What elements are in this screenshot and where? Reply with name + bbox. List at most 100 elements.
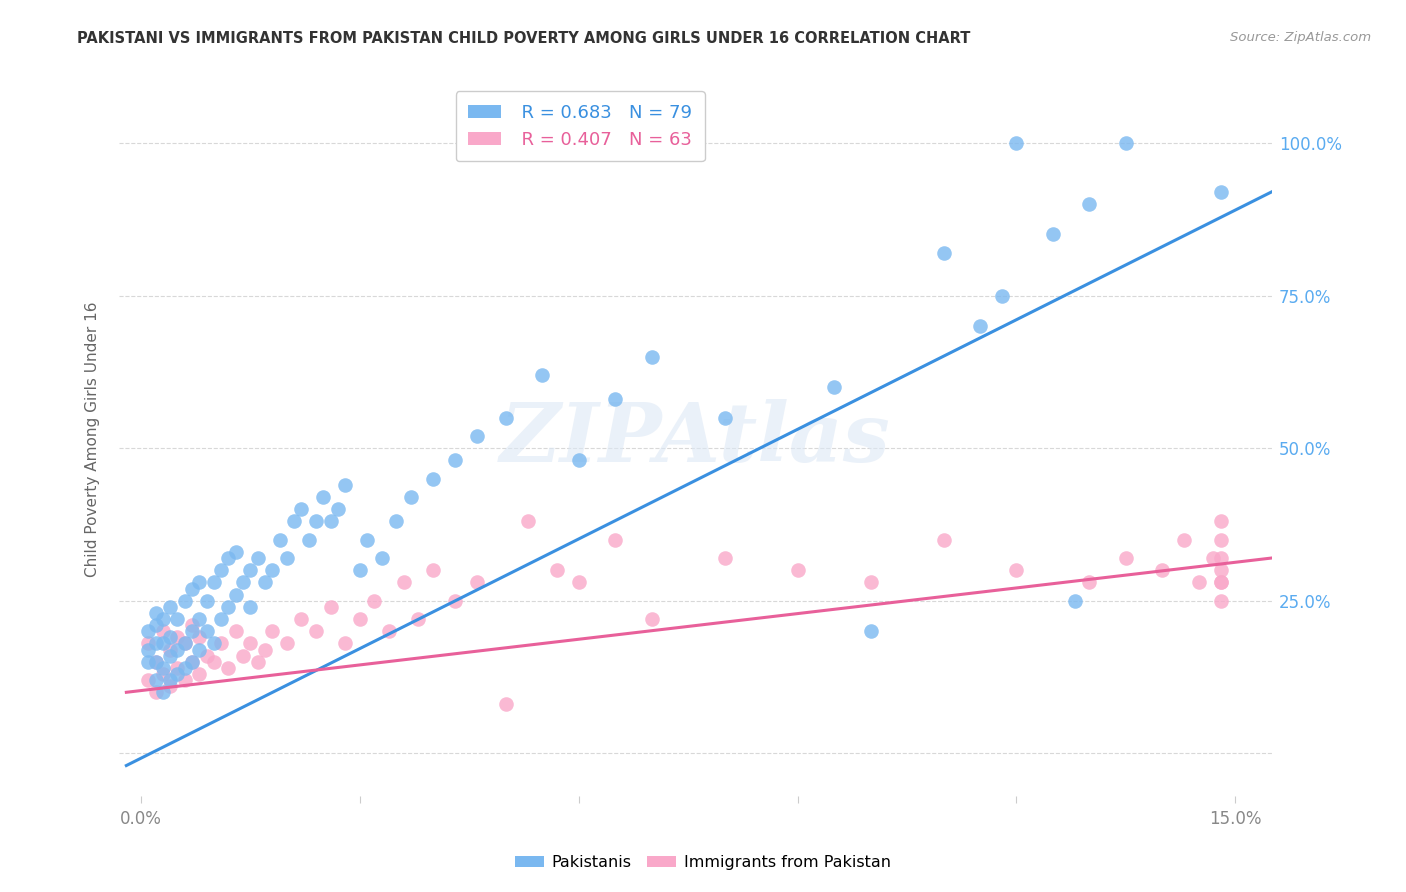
Point <box>969 319 991 334</box>
Point <box>246 655 269 669</box>
Point <box>202 655 225 669</box>
Point <box>305 624 328 639</box>
Point <box>173 636 195 650</box>
Point <box>239 563 262 577</box>
Legend:   R = 0.683   N = 79,   R = 0.407   N = 63: R = 0.683 N = 79, R = 0.407 N = 63 <box>456 91 704 161</box>
Point <box>195 624 218 639</box>
Point <box>349 612 371 626</box>
Point <box>1115 551 1137 566</box>
Point <box>145 636 167 650</box>
Point <box>392 575 415 590</box>
Point <box>145 685 167 699</box>
Point <box>136 642 159 657</box>
Point <box>406 612 429 626</box>
Point <box>218 661 240 675</box>
Point <box>465 429 488 443</box>
Point <box>1173 533 1195 547</box>
Point <box>188 631 211 645</box>
Point <box>786 563 808 577</box>
Point <box>1188 575 1211 590</box>
Point <box>1202 551 1225 566</box>
Point <box>218 599 240 614</box>
Point <box>232 575 254 590</box>
Point <box>290 612 312 626</box>
Point <box>166 661 188 675</box>
Point <box>188 667 211 681</box>
Point <box>1005 136 1028 150</box>
Y-axis label: Child Poverty Among Girls Under 16: Child Poverty Among Girls Under 16 <box>86 301 100 577</box>
Point <box>152 661 174 675</box>
Point <box>283 515 305 529</box>
Point <box>202 636 225 650</box>
Point <box>166 631 188 645</box>
Point <box>173 673 195 687</box>
Point <box>152 612 174 626</box>
Point <box>1209 185 1232 199</box>
Point <box>1115 136 1137 150</box>
Point <box>232 648 254 663</box>
Point <box>246 551 269 566</box>
Point <box>640 612 662 626</box>
Point <box>225 624 247 639</box>
Point <box>276 551 298 566</box>
Point <box>181 618 204 632</box>
Point <box>605 392 627 407</box>
Point <box>276 636 298 650</box>
Point <box>262 624 284 639</box>
Point <box>495 698 517 712</box>
Point <box>349 563 371 577</box>
Point <box>166 612 188 626</box>
Text: PAKISTANI VS IMMIGRANTS FROM PAKISTAN CHILD POVERTY AMONG GIRLS UNDER 16 CORRELA: PAKISTANI VS IMMIGRANTS FROM PAKISTAN CH… <box>77 31 970 46</box>
Point <box>298 533 321 547</box>
Point <box>209 612 232 626</box>
Point <box>1078 197 1101 211</box>
Point <box>640 350 662 364</box>
Point <box>363 593 385 607</box>
Point <box>181 655 204 669</box>
Text: ZIPAtlas: ZIPAtlas <box>501 399 891 479</box>
Point <box>378 624 401 639</box>
Point <box>568 453 591 467</box>
Point <box>225 545 247 559</box>
Point <box>152 667 174 681</box>
Point <box>239 599 262 614</box>
Point <box>335 636 357 650</box>
Point <box>319 515 342 529</box>
Point <box>713 410 735 425</box>
Point <box>166 642 188 657</box>
Point <box>145 655 167 669</box>
Point <box>159 648 181 663</box>
Point <box>209 563 232 577</box>
Point <box>385 515 408 529</box>
Point <box>152 636 174 650</box>
Point <box>443 453 465 467</box>
Point <box>173 593 195 607</box>
Point <box>239 636 262 650</box>
Point <box>713 551 735 566</box>
Point <box>356 533 378 547</box>
Point <box>145 655 167 669</box>
Point <box>195 593 218 607</box>
Point <box>1042 227 1064 242</box>
Point <box>152 624 174 639</box>
Point <box>181 655 204 669</box>
Point <box>290 502 312 516</box>
Point <box>173 636 195 650</box>
Point <box>932 245 955 260</box>
Text: Source: ZipAtlas.com: Source: ZipAtlas.com <box>1230 31 1371 45</box>
Point <box>568 575 591 590</box>
Point <box>202 575 225 590</box>
Point <box>253 642 276 657</box>
Point <box>305 515 328 529</box>
Point <box>312 490 335 504</box>
Point <box>991 288 1014 302</box>
Point <box>1209 515 1232 529</box>
Point <box>253 575 276 590</box>
Point <box>269 533 291 547</box>
Point <box>1209 593 1232 607</box>
Point <box>605 533 627 547</box>
Point <box>159 642 181 657</box>
Point <box>159 679 181 693</box>
Point <box>181 624 204 639</box>
Point <box>370 551 392 566</box>
